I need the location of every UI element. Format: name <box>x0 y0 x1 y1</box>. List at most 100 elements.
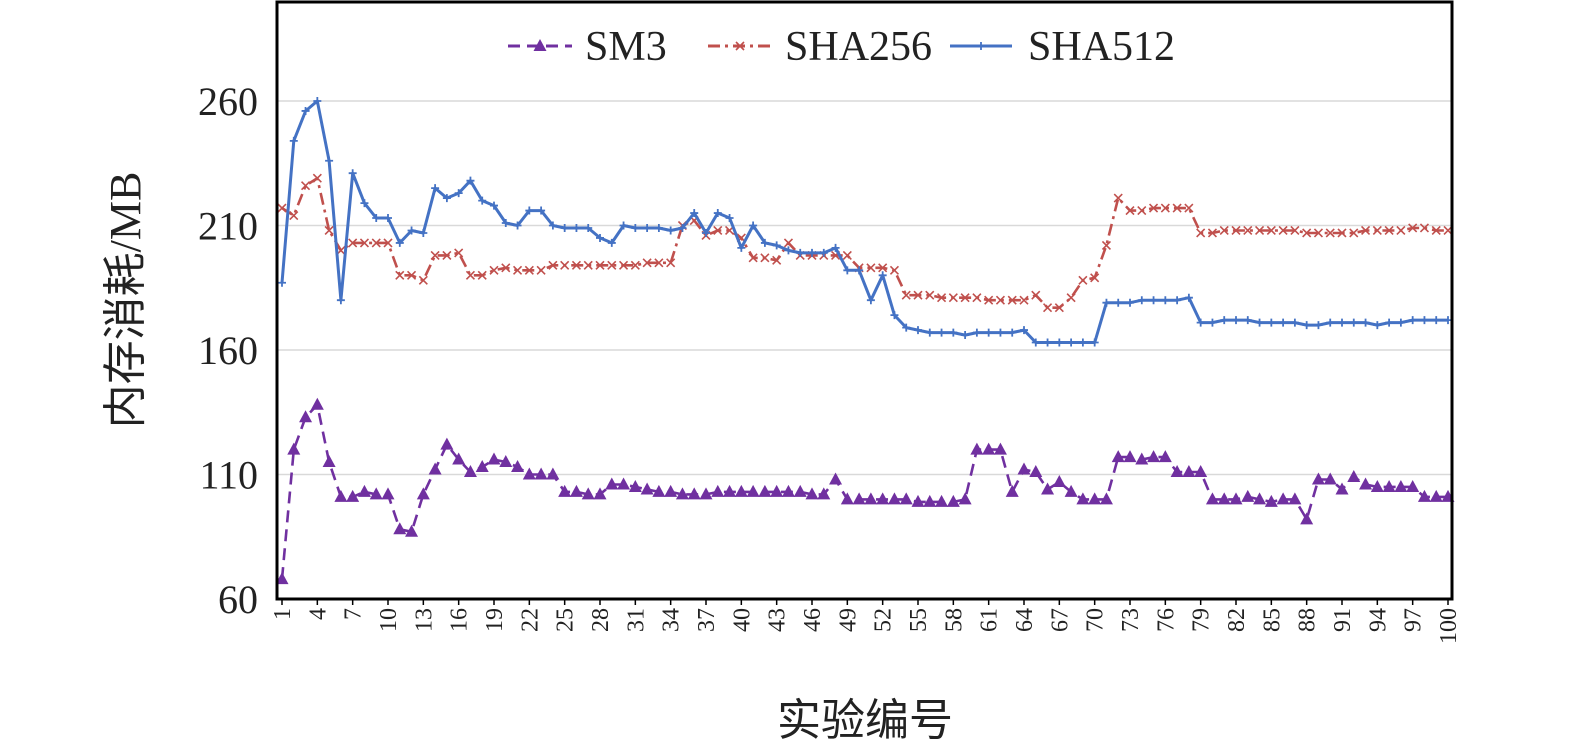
data-point-sm3 <box>982 442 996 455</box>
data-point-sm3 <box>393 522 407 535</box>
data-point-sha512 <box>478 196 487 205</box>
data-point-sha512 <box>1055 338 1064 347</box>
y-tick-label: 160 <box>198 328 258 373</box>
x-tick-label: 58 <box>941 608 967 632</box>
data-point-sha512 <box>1208 318 1217 327</box>
data-point-sha256 <box>984 295 994 305</box>
data-point-sha512 <box>1173 296 1182 305</box>
data-point-sha256 <box>395 270 405 280</box>
data-point-sm3 <box>275 572 289 585</box>
data-point-sha256 <box>1019 295 1029 305</box>
y-tick-labels: 60 110 160 210 260 <box>198 79 258 622</box>
data-point-sha512 <box>1326 318 1335 327</box>
legend-label: SHA256 <box>785 24 932 70</box>
data-point-sha512 <box>654 223 663 232</box>
data-point-sha256 <box>1078 275 1088 285</box>
data-point-sha256 <box>1090 273 1100 283</box>
data-point-sha256 <box>607 260 617 270</box>
data-point-sha256 <box>925 290 935 300</box>
data-point-sm3 <box>993 442 1007 455</box>
data-point-sha512 <box>501 219 510 228</box>
data-point-sha512 <box>313 97 322 105</box>
data-point-sha256 <box>277 203 287 213</box>
legend-item-sm3: SM3 <box>508 24 667 70</box>
data-point-sm3 <box>805 487 819 500</box>
data-point-sha512 <box>1184 293 1193 302</box>
data-point-sha512 <box>1432 316 1441 325</box>
data-point-sha512 <box>1232 316 1240 325</box>
data-point-sha256 <box>1278 225 1288 236</box>
data-point-sha256 <box>1231 225 1241 236</box>
data-point-sm3 <box>1182 465 1196 478</box>
data-point-sm3 <box>522 467 536 480</box>
data-point-sha512 <box>584 223 593 232</box>
data-point-sha512 <box>1267 318 1276 327</box>
data-point-sha256 <box>1290 225 1300 236</box>
data-point-sm3 <box>1276 492 1290 505</box>
data-point-sha256 <box>1384 225 1394 236</box>
data-point-sm3 <box>1099 492 1113 505</box>
data-point-sha512 <box>937 328 946 337</box>
data-point-sha256 <box>1007 295 1017 305</box>
data-point-sm3 <box>746 484 760 497</box>
data-point-sha512 <box>466 176 475 185</box>
data-point-sm3 <box>1323 472 1337 485</box>
data-point-sha512 <box>607 238 616 247</box>
data-point-sm3 <box>1288 492 1302 505</box>
x-tick-label: 94 <box>1365 608 1391 632</box>
series-line-sm3 <box>280 403 1448 580</box>
series-sha256 <box>277 173 1453 313</box>
data-point-sha512 <box>360 199 369 208</box>
data-point-sm3 <box>1111 450 1125 463</box>
data-point-sm3 <box>675 487 689 500</box>
data-point-sha256 <box>772 255 782 265</box>
data-point-sm3 <box>781 484 795 497</box>
data-point-sha512 <box>572 223 581 232</box>
data-point-sha256 <box>1302 228 1312 238</box>
data-point-sha512 <box>843 266 852 275</box>
data-point-sm3 <box>840 492 854 505</box>
data-point-sha512 <box>1196 318 1205 327</box>
data-point-sm3 <box>1359 477 1373 490</box>
x-tick-label: 46 <box>800 608 826 632</box>
data-point-sha512 <box>1161 296 1170 305</box>
x-tick-label: 10 <box>376 608 402 632</box>
data-point-sha256 <box>1254 225 1265 236</box>
data-point-sm3 <box>723 484 737 497</box>
data-point-sm3 <box>1205 492 1219 505</box>
data-point-sha256 <box>748 253 758 263</box>
data-point-sm3 <box>1253 492 1267 505</box>
data-point-sm3 <box>1241 489 1255 502</box>
y-tick-label: 260 <box>198 79 258 124</box>
data-point-sm3 <box>923 494 937 507</box>
series-layer <box>275 97 1455 585</box>
series-sha512 <box>278 97 1452 347</box>
plot-frame <box>275 0 1454 601</box>
data-point-sm3 <box>381 487 395 500</box>
data-point-sha256 <box>1219 225 1229 236</box>
legend-swatch-marker <box>977 42 985 50</box>
data-point-sm3 <box>334 489 348 502</box>
data-point-sha256 <box>666 258 676 268</box>
data-point-sm3 <box>546 467 560 480</box>
data-point-sm3 <box>911 494 925 507</box>
data-point-sha256 <box>465 270 476 280</box>
data-point-sha256 <box>1148 203 1159 213</box>
x-tick-label: 79 <box>1189 608 1215 632</box>
data-point-sha256 <box>972 293 982 303</box>
data-point-sha512 <box>961 331 970 340</box>
data-point-sha512 <box>772 241 781 250</box>
data-point-sm3 <box>357 484 371 497</box>
data-point-sha256 <box>571 260 582 270</box>
data-point-sm3 <box>405 524 419 537</box>
data-point-sha256 <box>536 265 546 275</box>
data-point-sm3 <box>876 492 890 505</box>
y-axis-title: 内存消耗/MB <box>101 172 150 429</box>
x-tick-label: 13 <box>411 608 437 632</box>
data-point-sm3 <box>1217 492 1231 505</box>
data-point-sm3 <box>1135 452 1149 465</box>
data-point-sha256 <box>1313 228 1324 238</box>
data-point-sha512 <box>643 223 652 232</box>
data-point-sm3 <box>864 492 878 505</box>
data-point-sha512 <box>631 223 640 232</box>
